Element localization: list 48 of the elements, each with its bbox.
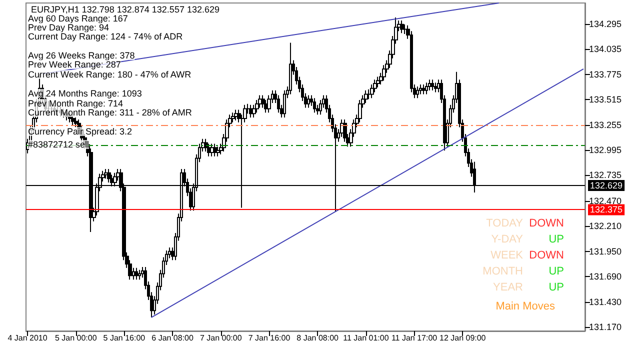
annotation: DOWN: [529, 250, 564, 262]
y-tick-label: 132.735: [589, 170, 622, 180]
x-tick-label: 11 Jan 17:00: [391, 334, 438, 342]
annotation: UP: [548, 266, 564, 278]
ref-line-label: 132.629: [590, 180, 623, 190]
annotation: YEAR: [493, 282, 524, 294]
x-tick-label: 8 Jan 08:00: [296, 334, 340, 342]
annotation: Main Moves: [496, 300, 556, 312]
x-tick-label: 7 Jan 00:00: [200, 334, 242, 342]
annotation: Y-DAY: [491, 234, 524, 246]
y-tick-label: 131.430: [589, 296, 622, 307]
annotation: Prev Day Range: 94: [28, 22, 110, 32]
annotation: Current Month Range: 311 - 28% of AMR: [28, 108, 192, 118]
annotation: Current Day Range: 124 - 74% of ADR: [28, 32, 184, 42]
y-tick-label: 133.255: [589, 120, 622, 130]
y-tick-label: 132.210: [589, 221, 622, 232]
y-tick-label: 131.690: [589, 272, 622, 282]
x-tick-label: 11 Jan 01:00: [343, 334, 390, 342]
chart-title: EURJPY,H1 132.798 132.874 132.557 132.629: [31, 4, 220, 14]
annotation: Avg 60 Days Range: 167: [28, 14, 128, 24]
annotation: #83872712 sell: [28, 140, 90, 150]
x-tick-label: 4 Jan 2010: [8, 334, 48, 342]
ref-line-label: 132.375: [590, 204, 623, 215]
annotation: UP: [548, 234, 564, 246]
annotation: Prev Week Range: 287: [28, 60, 121, 70]
annotation: TODAY: [486, 218, 524, 230]
y-tick-label: 131.170: [589, 322, 622, 332]
annotation: Prev Month Range: 714: [28, 98, 124, 108]
y-tick-label: 132.995: [589, 145, 622, 156]
annotation: UP: [548, 282, 564, 294]
annotation: Avg 24 Months Range: 1093: [28, 88, 142, 98]
y-tick-label: 134.295: [589, 18, 622, 29]
x-tick-label: 7 Jan 16:00: [248, 334, 291, 342]
annotation: WEEK: [490, 250, 524, 262]
x-tick-label: 12 Jan 09:00: [439, 334, 486, 342]
x-tick-label: 6 Jan 08:00: [152, 334, 194, 342]
annotation: MONTH: [482, 266, 524, 278]
annotation: Current Week Range: 180 - 47% of AWR: [28, 70, 192, 80]
x-tick-label: 5 Jan 16:00: [103, 334, 146, 342]
annotation: Avg 26 Weeks Range: 378: [28, 50, 135, 60]
y-tick-label: 134.035: [589, 44, 622, 54]
y-tick-label: 131.950: [589, 246, 622, 256]
y-tick-label: 133.515: [589, 94, 622, 105]
y-tick-label: 133.775: [589, 69, 622, 80]
y-tick-label: 132.470: [589, 196, 622, 206]
x-tick-label: 5 Jan 00:00: [54, 334, 98, 342]
annotation: DOWN: [529, 218, 564, 230]
annotation: Currency Pair Spread: 3.2: [28, 126, 132, 136]
